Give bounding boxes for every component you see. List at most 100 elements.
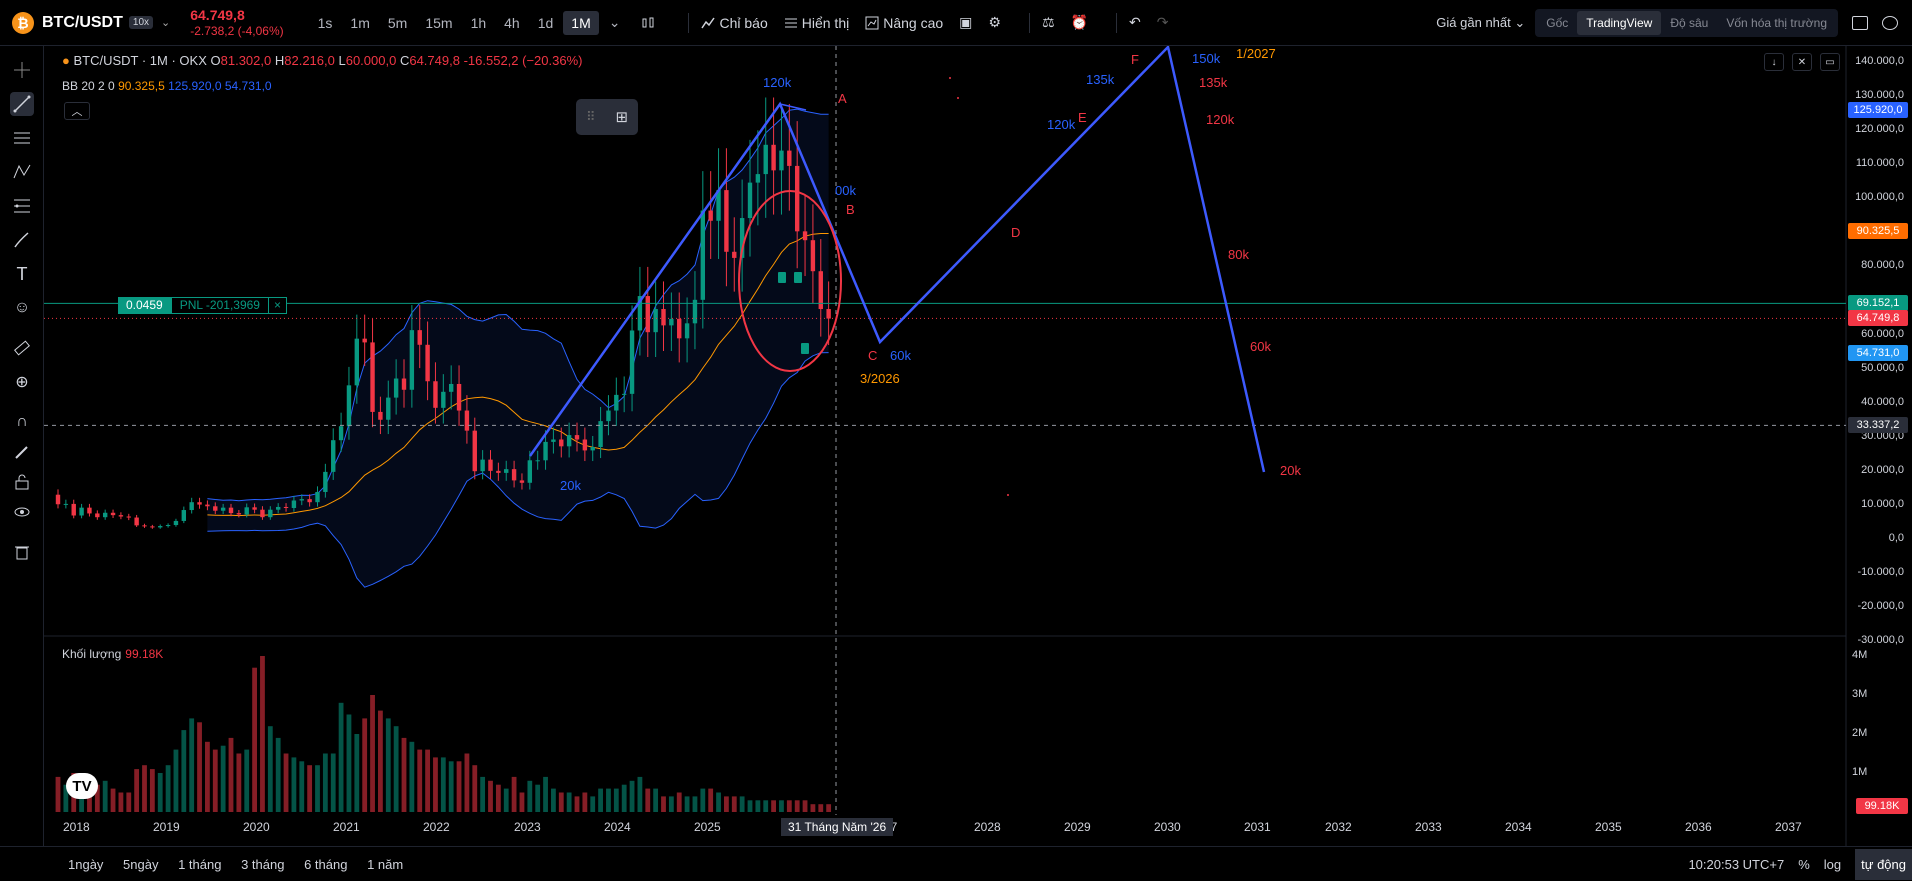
tab-1m[interactable]: 1m [350,14,370,31]
tab-1M[interactable]: 1M [563,10,599,35]
range-5d[interactable]: 5ngày [123,856,159,872]
wave-annotation: 120k [763,75,792,90]
time-tick: 2037 [1775,820,1802,834]
magnet-icon[interactable]: ∩ [16,413,28,430]
drag-handle-icon[interactable]: ⠿ [585,109,596,124]
scroll-down-icon[interactable]: ↓ [1764,53,1784,71]
tab-1h[interactable]: 1h [470,14,487,31]
display-button[interactable]: Hiển thị [784,15,849,31]
divider [1028,12,1030,33]
tab-1s[interactable]: 1s [317,14,333,31]
eye-icon[interactable] [10,500,34,524]
gear-icon[interactable]: ⚙ [988,14,1001,30]
candle-body [692,299,698,324]
symbol-selector[interactable]: ₿ BTC/USDT 10x ⌄ [0,11,171,34]
collapse-legend-button[interactable]: ︿ [64,102,90,120]
volume-bar [495,784,501,812]
volume-bar [786,800,792,812]
range-1y[interactable]: 1 năm [367,856,404,872]
chart-tools: Chỉ báo Hiển thị Nâng cao ▣ ⚙ ⚖ ⏰ ↶ ↷ [640,12,1184,33]
crosshair-icon[interactable] [10,58,34,82]
price-tick: -30.000,0 [1857,634,1904,647]
timeframe-chevron-icon[interactable]: ⌄ [608,14,621,30]
timeframe-tabs: 1s 1m 5m 15m 1h 4h 1d 1M ⌄ [310,10,631,35]
candle-body [802,231,808,241]
volume-bar [543,776,548,812]
range-3m[interactable]: 3 tháng [241,856,285,872]
candle-body [307,499,312,503]
chart-grid [44,46,1847,846]
trash-icon[interactable] [10,540,34,564]
candle-body [205,504,210,507]
tab-goc[interactable]: Gốc [1546,16,1569,30]
candle-body [590,447,595,451]
position-qty: 0.0459 [118,297,171,314]
camera-icon[interactable] [1882,16,1898,30]
chevron-down-icon[interactable]: ⌄ [161,17,171,29]
tab-do-sau[interactable]: Độ sâu [1670,16,1709,30]
close-position-button[interactable]: × [268,297,287,314]
undo-icon[interactable]: ↶ [1128,14,1141,30]
indicators-button[interactable]: Chỉ báo [701,15,768,31]
dot [949,77,951,79]
price-type-select[interactable]: Giá gần nhất ⌄ [1436,15,1526,30]
range-1m[interactable]: 1 tháng [178,856,222,872]
volume-bar [315,765,320,812]
range-1d[interactable]: 1ngày [68,856,104,872]
add-template-icon[interactable]: ⊞ [615,109,629,126]
text-icon[interactable]: T [16,263,28,284]
tab-tradingview[interactable]: TradingView [1577,11,1662,35]
time-tick: 2029 [1064,820,1091,834]
candle-type-button[interactable] [640,15,660,31]
floating-drawing-toolbar[interactable]: ⠿ ⊞ [576,99,638,135]
time-tick: 2032 [1325,820,1352,834]
advanced-button[interactable]: Nâng cao [865,15,943,31]
view-switcher: Giá gần nhất ⌄ Gốc TradingView Độ sâu Vố… [1436,0,1912,46]
volume-bar [448,761,454,812]
volume-bar [189,718,195,812]
tab-15m[interactable]: 15m [425,14,453,31]
time-tick: 2035 [1595,820,1622,834]
zoom-icon[interactable]: ⊕ [15,374,29,391]
tradingview-logo[interactable]: TV [66,773,98,799]
symbol-name[interactable]: BTC/USDT [42,13,123,31]
trendline-icon[interactable] [10,92,34,116]
position-line-label[interactable]: 0.0459 PNL -201,3969 × [118,297,287,314]
log-toggle[interactable]: log [1823,857,1842,872]
bottom-toolbar: 1ngày 5ngày 1 tháng 3 tháng 6 tháng 1 nă… [0,846,1912,881]
trade-marker [801,343,809,354]
volume-bar [747,800,753,812]
time-tick: 2022 [423,820,450,834]
fullscreen-icon[interactable] [1852,16,1868,30]
tab-5m[interactable]: 5m [387,14,408,31]
emoji-icon[interactable]: ☺ [13,299,31,316]
range-6m[interactable]: 6 tháng [304,856,348,872]
candle-body [810,240,816,272]
tab-4h[interactable]: 4h [504,14,520,31]
pencil-lock-icon[interactable] [10,440,34,464]
fib-icon[interactable] [10,194,34,218]
shrink-icon[interactable]: ✕ [1792,53,1812,71]
percent-toggle[interactable]: % [1798,857,1810,872]
volume-bar [362,718,368,812]
lock-icon[interactable] [10,470,34,494]
tab-1d[interactable]: 1d [537,14,554,31]
dot [1007,494,1009,496]
price-tag: 90.325,5 [1848,223,1908,240]
brush-icon[interactable] [10,228,34,252]
horizontal-lines-icon[interactable] [10,126,34,150]
auto-scale-toggle[interactable]: tự động [1855,849,1912,880]
volume-bar [338,702,344,812]
maximize-pane-icon[interactable]: ▭ [1820,53,1840,71]
volume-bar [220,745,226,812]
compare-icon[interactable]: ⚖ [1041,14,1055,30]
alert-icon[interactable]: ⏰ [1070,14,1088,30]
redo-icon[interactable]: ↷ [1156,14,1169,30]
volume-tick: 4M [1852,649,1868,661]
tab-von-hoa[interactable]: Vốn hóa thị trường [1726,16,1827,30]
template-icon[interactable]: ▣ [959,14,973,30]
pattern-icon[interactable] [10,160,34,184]
ruler-icon[interactable] [10,336,34,360]
volume-bar [488,780,493,812]
